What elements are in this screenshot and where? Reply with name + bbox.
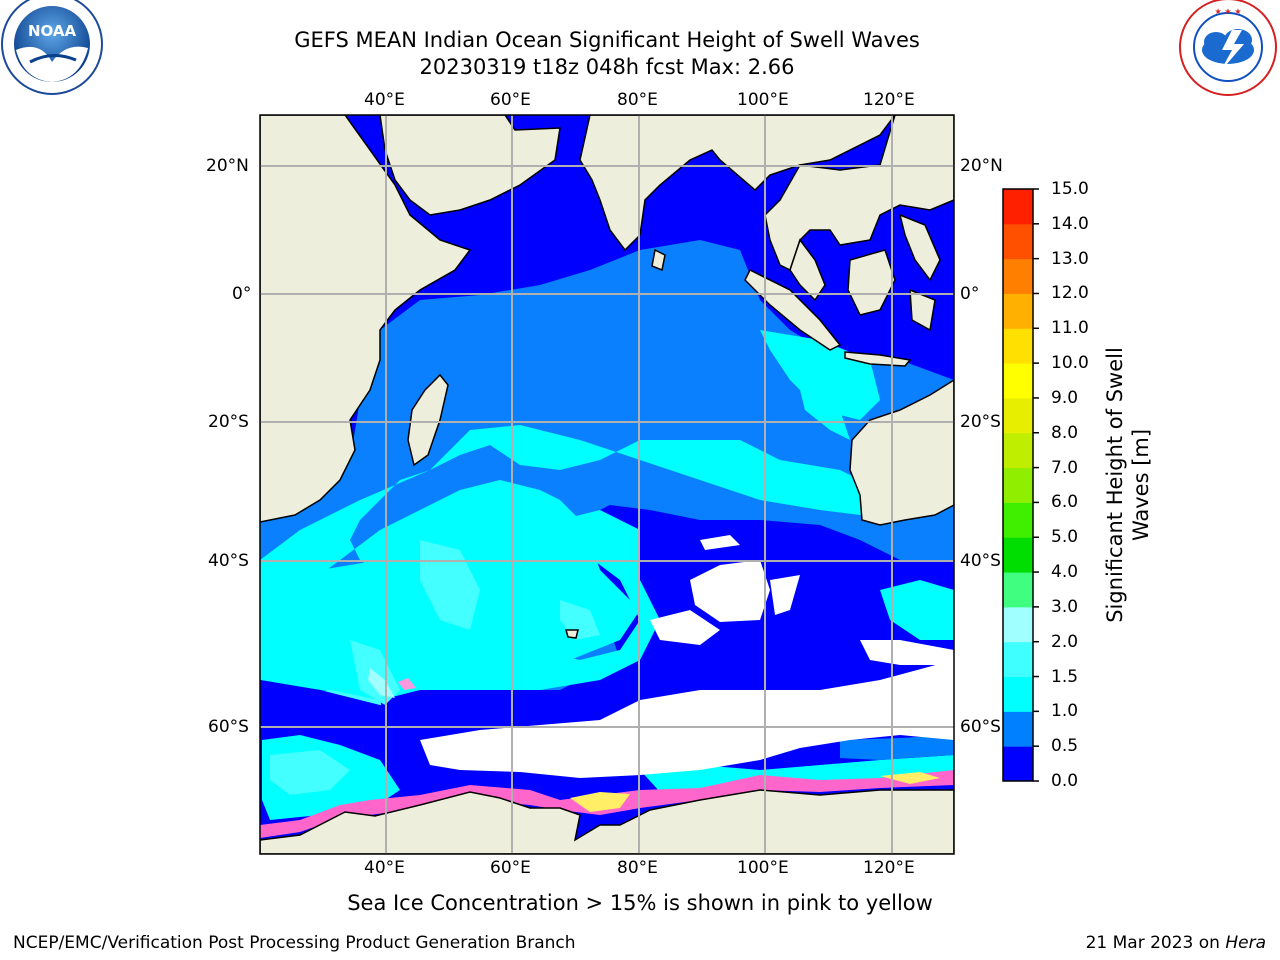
lat-tick-right-4: 40°S bbox=[960, 551, 1001, 571]
land-sumatra bbox=[744, 268, 842, 351]
footer-host: Hera bbox=[1225, 933, 1266, 953]
colorbar-segment bbox=[1003, 676, 1033, 712]
colorbar-segment bbox=[1003, 641, 1033, 678]
lon-tick-top-4: 100°E bbox=[737, 90, 789, 110]
land-africa bbox=[260, 115, 472, 523]
nws-logo: ★ ★ ★ bbox=[1179, 0, 1277, 96]
land-java bbox=[844, 351, 912, 367]
colorbar-tick-label: 7.0 bbox=[1051, 457, 1079, 478]
colorbar-segment bbox=[1003, 711, 1033, 747]
colorbar-tick-label: 0.5 bbox=[1051, 736, 1079, 757]
lon-tick-top-2: 60°E bbox=[490, 90, 531, 110]
colorbar-tick-label: 11.0 bbox=[1051, 318, 1089, 339]
footer-date: 21 Mar 2023 on Hera bbox=[1086, 933, 1266, 953]
colorbar-segment bbox=[1003, 397, 1033, 434]
map-area bbox=[260, 115, 954, 854]
colorbar-label-line1: Significant Height of Swell bbox=[1103, 347, 1127, 623]
swell-band-2.0-3.0 bbox=[368, 668, 395, 698]
lon-tick-top-3: 80°E bbox=[617, 90, 658, 110]
colorbar-segment bbox=[1003, 502, 1033, 538]
footer-date-text: 21 Mar 2023 on bbox=[1085, 933, 1220, 953]
colorbar-segment bbox=[1003, 572, 1033, 608]
colorbar-segment bbox=[1003, 606, 1033, 643]
svg-text:★ ★ ★: ★ ★ ★ bbox=[1214, 7, 1241, 16]
colorbar-tick-label: 14.0 bbox=[1051, 213, 1089, 234]
colorbar-tick-label: 2.0 bbox=[1051, 631, 1079, 652]
colorbar-tick-label: 4.0 bbox=[1051, 562, 1079, 583]
land-antarctica bbox=[260, 789, 954, 854]
map-gridlines bbox=[260, 115, 954, 854]
colorbar-segment bbox=[1003, 258, 1033, 294]
colorbar-frame bbox=[1002, 188, 1034, 782]
lat-tick-left-2: 0° bbox=[232, 284, 252, 304]
colorbar-segment bbox=[1003, 746, 1033, 782]
swell-band-1.5-2.0 bbox=[420, 540, 480, 630]
lat-tick-right-3: 20°S bbox=[960, 412, 1001, 432]
colorbar-tick-label: 8.0 bbox=[1051, 422, 1079, 443]
land-madagascar bbox=[407, 373, 449, 467]
sea-ice-caption: Sea Ice Concentration > 15% is shown in … bbox=[347, 891, 933, 915]
lon-tick-bottom-1: 40°E bbox=[364, 858, 405, 878]
colorbar-segment bbox=[1003, 223, 1033, 260]
colorbar bbox=[1002, 188, 1039, 782]
land-indochina bbox=[764, 115, 954, 272]
colorbar-tick-label: 5.0 bbox=[1051, 527, 1079, 548]
lat-tick-right-2: 0° bbox=[960, 284, 980, 304]
land-sri-lanka bbox=[651, 248, 666, 272]
colorbar-tick-label: 1.5 bbox=[1051, 666, 1079, 687]
lon-tick-bottom-5: 120°E bbox=[863, 858, 915, 878]
land-malay bbox=[789, 238, 826, 302]
no-data-region bbox=[420, 660, 954, 778]
lat-tick-right-5: 60°S bbox=[960, 717, 1001, 737]
lon-tick-bottom-2: 60°E bbox=[490, 858, 531, 878]
colorbar-segment bbox=[1003, 467, 1033, 503]
land-kerguelen bbox=[565, 629, 579, 639]
colorbar-segment bbox=[1003, 189, 1033, 225]
colorbar-segment bbox=[1003, 432, 1033, 469]
land-india bbox=[579, 115, 896, 252]
colorbar-label-line2: Waves [m] bbox=[1129, 428, 1153, 542]
lon-tick-bottom-4: 100°E bbox=[737, 858, 789, 878]
colorbar-tick-label: 15.0 bbox=[1051, 179, 1089, 199]
land-australia bbox=[849, 379, 954, 526]
lat-tick-left-4: 40°S bbox=[208, 551, 249, 571]
lat-tick-left-1: 20°N bbox=[206, 156, 249, 176]
colorbar-tick-label: 0.0 bbox=[1051, 771, 1079, 791]
footer-credit: NCEP/EMC/Verification Post Processing Pr… bbox=[13, 933, 576, 953]
colorbar-segment bbox=[1003, 328, 1033, 364]
colorbar-tick-label: 1.0 bbox=[1051, 701, 1079, 722]
chart-title-line1: GEFS MEAN Indian Ocean Significant Heigh… bbox=[294, 28, 920, 52]
lon-tick-top-5: 120°E bbox=[863, 90, 915, 110]
colorbar-tick-label: 10.0 bbox=[1051, 353, 1089, 374]
colorbar-tick-label: 3.0 bbox=[1051, 596, 1079, 617]
lat-tick-left-5: 60°S bbox=[208, 717, 249, 737]
colorbar-segment bbox=[1003, 293, 1033, 329]
land-borneo bbox=[847, 249, 896, 316]
lon-tick-top-1: 40°E bbox=[364, 90, 405, 110]
colorbar-segment bbox=[1003, 363, 1033, 399]
noaa-logo-text: NOAA bbox=[28, 22, 77, 40]
land-masses bbox=[260, 115, 954, 854]
colorbar-tick-label: 6.0 bbox=[1051, 492, 1079, 513]
lon-tick-bottom-3: 80°E bbox=[617, 858, 658, 878]
colorbar-tick-label: 9.0 bbox=[1051, 387, 1079, 408]
colorbar-tick-label: 12.0 bbox=[1051, 283, 1089, 304]
colorbar-segment bbox=[1003, 537, 1033, 573]
lat-tick-right-1: 20°N bbox=[960, 156, 1003, 176]
map-frame bbox=[259, 114, 955, 855]
chart-title-line2: 20230319 t18z 048h fcst Max: 2.66 bbox=[419, 55, 795, 79]
colorbar-tick-label: 13.0 bbox=[1051, 248, 1089, 269]
noaa-logo: NOAA bbox=[1, 0, 103, 95]
lat-tick-left-3: 20°S bbox=[208, 412, 249, 432]
